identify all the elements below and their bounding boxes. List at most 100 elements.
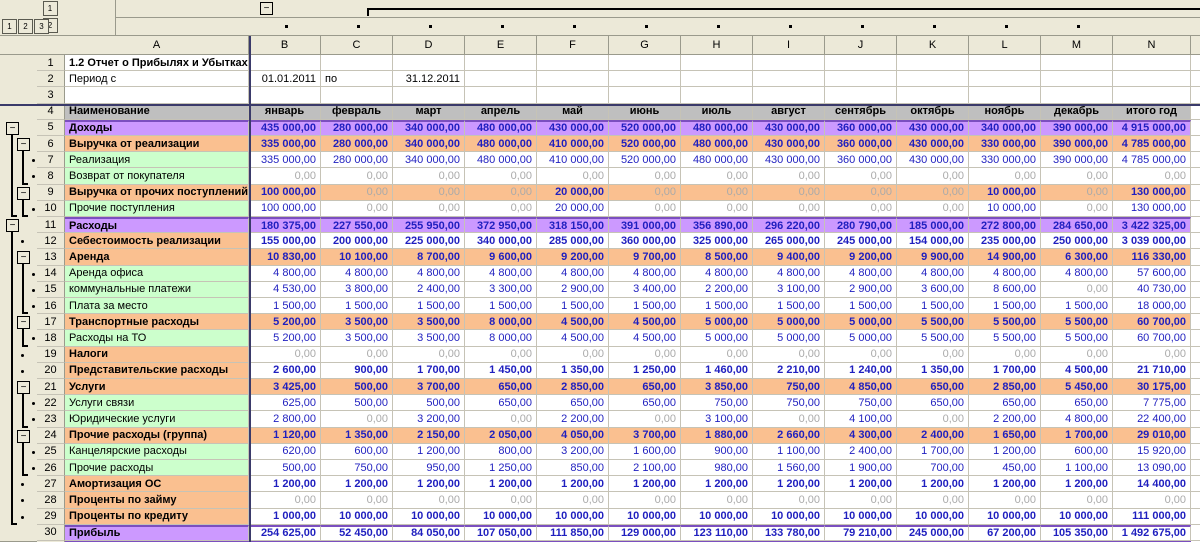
table-header-month-10[interactable]: октябрь <box>897 103 969 120</box>
cell-I15[interactable]: 3 100,00 <box>753 281 825 298</box>
cell-M11[interactable]: 284 650,00 <box>1041 217 1113 234</box>
cell-N26[interactable]: 13 090,00 <box>1113 460 1191 477</box>
cell-H30[interactable]: 123 110,00 <box>681 524 753 541</box>
row-label-16[interactable]: Плата за место <box>65 298 249 315</box>
cell-K23[interactable]: 0,00 <box>897 411 969 428</box>
cell-H23[interactable]: 3 100,00 <box>681 411 753 428</box>
cell-C22[interactable]: 500,00 <box>321 395 393 412</box>
cell-E9[interactable]: 0,00 <box>465 184 537 201</box>
cell-L29[interactable]: 10 000,00 <box>969 508 1041 525</box>
cell-B25[interactable]: 620,00 <box>249 443 321 460</box>
cell-F24[interactable]: 4 050,00 <box>537 427 609 444</box>
cell-E23[interactable]: 0,00 <box>465 411 537 428</box>
table-header-name[interactable]: Наименование <box>65 103 249 120</box>
cell-G7[interactable]: 520 000,00 <box>609 152 681 169</box>
cell-F14[interactable]: 4 800,00 <box>537 265 609 282</box>
cell-N5[interactable]: 4 915 000,00 <box>1113 119 1191 136</box>
cell-L26[interactable]: 450,00 <box>969 460 1041 477</box>
cell-E14[interactable]: 4 800,00 <box>465 265 537 282</box>
cell-F26[interactable]: 850,00 <box>537 460 609 477</box>
cell-empty[interactable] <box>1113 87 1191 104</box>
cell-I25[interactable]: 1 100,00 <box>753 443 825 460</box>
column-outline-collapse-button[interactable]: − <box>260 2 273 15</box>
cell-H8[interactable]: 0,00 <box>681 168 753 185</box>
cell-empty[interactable] <box>609 87 681 104</box>
row-header-21[interactable]: 21 <box>37 379 65 396</box>
cell-M30[interactable]: 105 350,00 <box>1041 524 1113 541</box>
cell-N24[interactable]: 29 010,00 <box>1113 427 1191 444</box>
cell-M18[interactable]: 5 500,00 <box>1041 330 1113 347</box>
column-header-h[interactable]: H <box>681 36 753 55</box>
cell-L25[interactable]: 1 200,00 <box>969 443 1041 460</box>
cell-N19[interactable]: 0,00 <box>1113 346 1191 363</box>
column-header-l[interactable]: L <box>969 36 1041 55</box>
cell-K27[interactable]: 1 200,00 <box>897 476 969 493</box>
cell-K13[interactable]: 9 900,00 <box>897 249 969 266</box>
cell-B20[interactable]: 2 600,00 <box>249 362 321 379</box>
cell-N16[interactable]: 18 000,00 <box>1113 298 1191 315</box>
row-label-12[interactable]: Себестоимость реализации <box>65 233 249 250</box>
cell-D10[interactable]: 0,00 <box>393 200 465 217</box>
row-outline-level-buttons[interactable]: 1 2 3 <box>2 19 49 34</box>
cell-N29[interactable]: 111 000,00 <box>1113 508 1191 525</box>
cell-empty[interactable] <box>1191 217 1200 234</box>
row-label-11[interactable]: Расходы <box>65 217 249 234</box>
cell-C24[interactable]: 1 350,00 <box>321 427 393 444</box>
row-header-15[interactable]: 15 <box>37 281 65 298</box>
cell-D5[interactable]: 340 000,00 <box>393 119 465 136</box>
row-outline-level-3-button[interactable]: 3 <box>34 19 49 34</box>
cell-C19[interactable]: 0,00 <box>321 346 393 363</box>
cell-M9[interactable]: 0,00 <box>1041 184 1113 201</box>
cell-I28[interactable]: 0,00 <box>753 492 825 509</box>
cell-L30[interactable]: 67 200,00 <box>969 524 1041 541</box>
cell-G21[interactable]: 650,00 <box>609 379 681 396</box>
cell-M20[interactable]: 4 500,00 <box>1041 362 1113 379</box>
cell-empty[interactable] <box>1191 87 1200 104</box>
cell-J10[interactable]: 0,00 <box>825 200 897 217</box>
cell-C15[interactable]: 3 800,00 <box>321 281 393 298</box>
cell-empty[interactable] <box>681 87 753 104</box>
cell-empty[interactable] <box>1191 362 1200 379</box>
cell-E28[interactable]: 0,00 <box>465 492 537 509</box>
cell-J11[interactable]: 280 790,00 <box>825 217 897 234</box>
cell-empty[interactable] <box>1191 508 1200 525</box>
cell-I26[interactable]: 1 560,00 <box>753 460 825 477</box>
cell-N20[interactable]: 21 710,00 <box>1113 362 1191 379</box>
row-label-24[interactable]: Прочие расходы (группа) <box>65 427 249 444</box>
cell-C11[interactable]: 227 550,00 <box>321 217 393 234</box>
cell-empty[interactable] <box>681 71 753 88</box>
cell-N15[interactable]: 40 730,00 <box>1113 281 1191 298</box>
cell-empty[interactable] <box>1191 281 1200 298</box>
cell-H17[interactable]: 5 000,00 <box>681 314 753 331</box>
cell-C7[interactable]: 280 000,00 <box>321 152 393 169</box>
column-header-o[interactable] <box>1191 36 1200 55</box>
cell-empty[interactable] <box>1191 314 1200 331</box>
cell-L28[interactable]: 0,00 <box>969 492 1041 509</box>
cell-J23[interactable]: 4 100,00 <box>825 411 897 428</box>
cell-empty[interactable] <box>753 71 825 88</box>
cell-E20[interactable]: 1 450,00 <box>465 362 537 379</box>
cell-N8[interactable]: 0,00 <box>1113 168 1191 185</box>
cell-J12[interactable]: 245 000,00 <box>825 233 897 250</box>
row-header-29[interactable]: 29 <box>37 508 65 525</box>
cell-M10[interactable]: 0,00 <box>1041 200 1113 217</box>
cell-H25[interactable]: 900,00 <box>681 443 753 460</box>
table-header-total[interactable]: итого год <box>1113 103 1191 120</box>
cell-K24[interactable]: 2 400,00 <box>897 427 969 444</box>
cell-M7[interactable]: 390 000,00 <box>1041 152 1113 169</box>
row-header-19[interactable]: 19 <box>37 346 65 363</box>
cell-L10[interactable]: 10 000,00 <box>969 200 1041 217</box>
cell-D9[interactable]: 0,00 <box>393 184 465 201</box>
cell-I7[interactable]: 430 000,00 <box>753 152 825 169</box>
cell-B26[interactable]: 500,00 <box>249 460 321 477</box>
cell-empty[interactable] <box>1191 136 1200 153</box>
cell-empty[interactable] <box>1191 379 1200 396</box>
cell-C12[interactable]: 200 000,00 <box>321 233 393 250</box>
cell-E8[interactable]: 0,00 <box>465 168 537 185</box>
cell-empty[interactable] <box>1113 55 1191 72</box>
cell-empty[interactable] <box>1191 168 1200 185</box>
cell-K7[interactable]: 430 000,00 <box>897 152 969 169</box>
cell-H20[interactable]: 1 460,00 <box>681 362 753 379</box>
cell-B24[interactable]: 1 120,00 <box>249 427 321 444</box>
cell-B14[interactable]: 4 800,00 <box>249 265 321 282</box>
